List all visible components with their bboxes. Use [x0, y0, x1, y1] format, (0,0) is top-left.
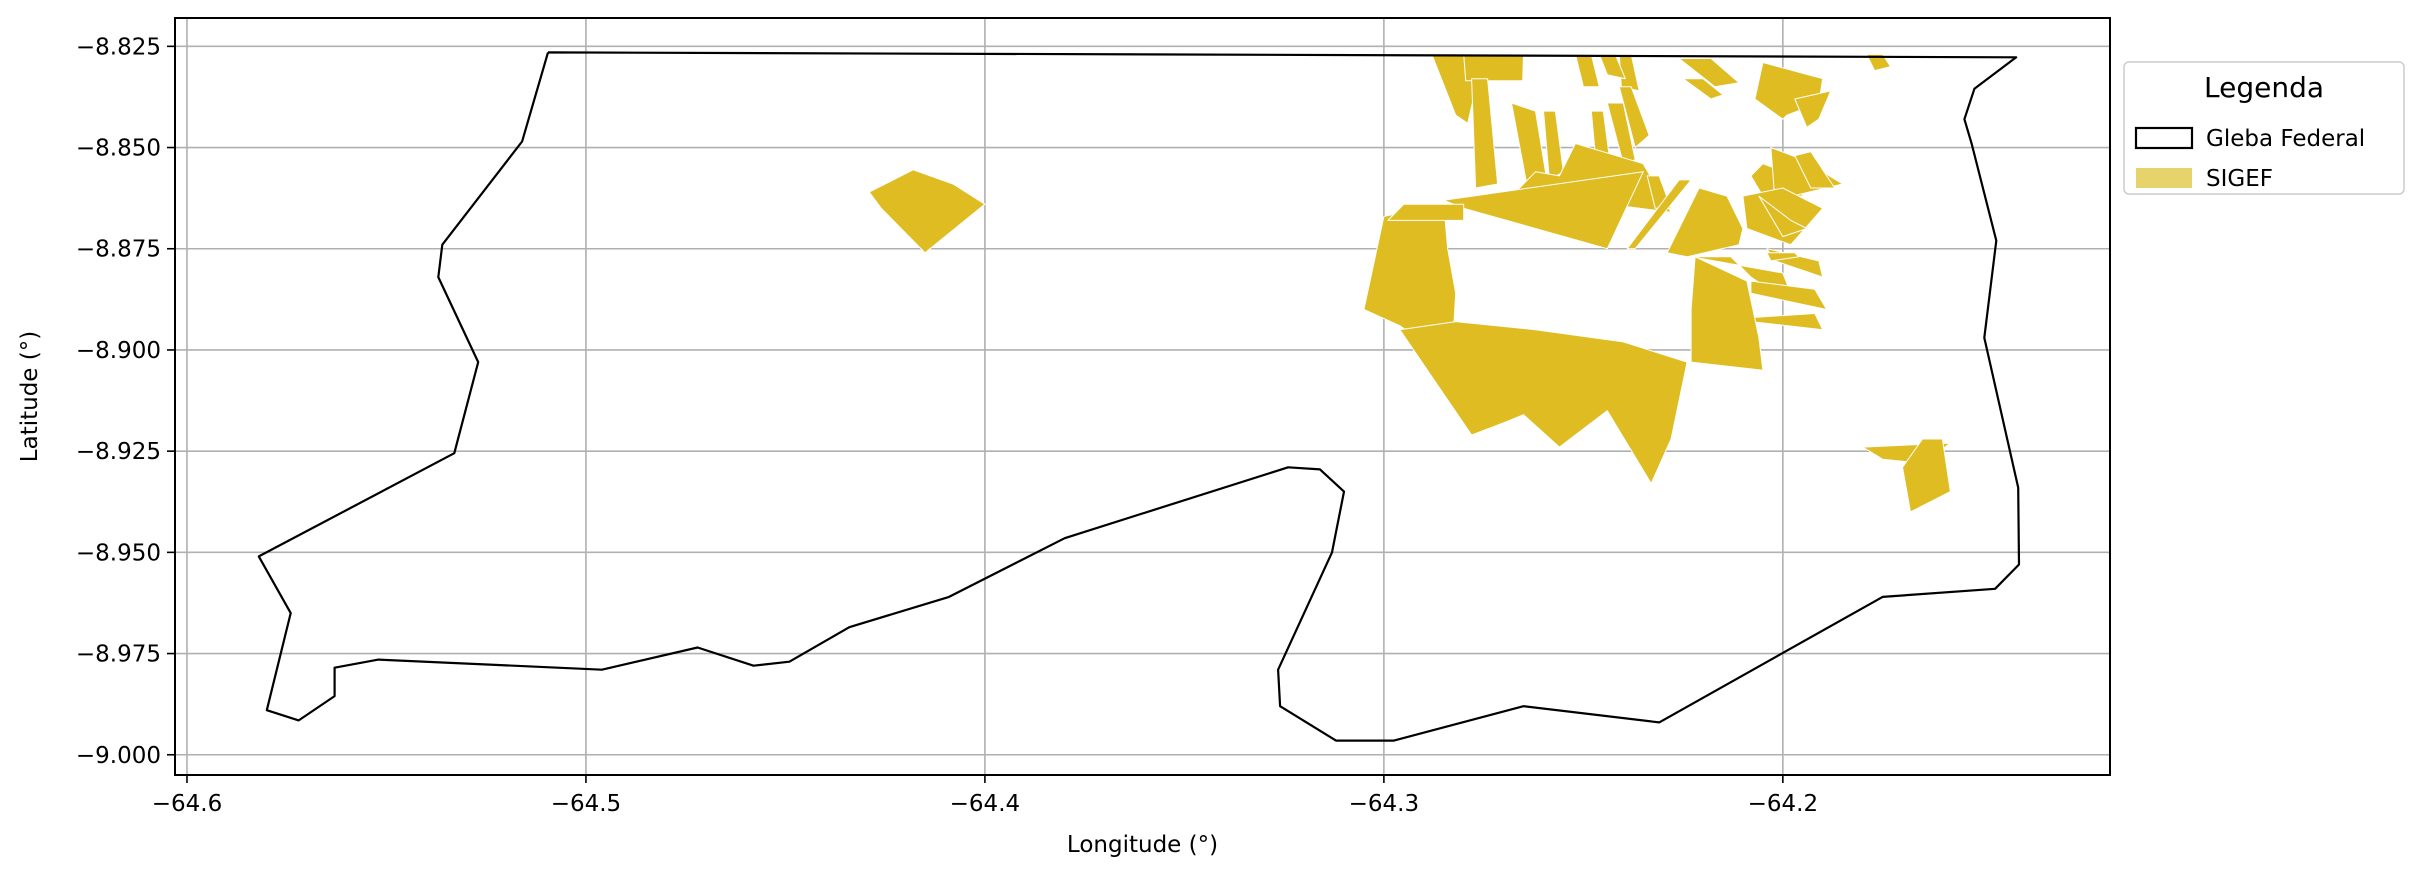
- x-tick-label: −64.6: [152, 791, 222, 817]
- legend-swatch-gleba-federal: [2134, 126, 2194, 150]
- sigef-parcel: [1471, 78, 1499, 189]
- legend-box: [2123, 61, 2405, 195]
- y-tick-label: −9.000: [76, 743, 161, 769]
- legend: Legenda Gleba Federal SIGEF: [2123, 61, 2405, 195]
- sigef-parcel: [1866, 53, 1892, 72]
- sigef-parcel: [1690, 256, 1764, 371]
- legend-title: Legenda: [2204, 71, 2324, 104]
- sigef-parcel: [1598, 53, 1626, 80]
- sigef-parcel: [1606, 102, 1636, 165]
- sigef-parcel: [1766, 252, 1800, 262]
- sigef-parcel: [1750, 280, 1828, 310]
- y-axis-title: Latitude (°): [17, 331, 43, 462]
- sigef-parcel: [1618, 86, 1650, 148]
- x-axis-title: Longitude (°): [1067, 832, 1218, 858]
- x-axis-ticks: −64.6 −64.5 −64.4 −64.3 −64.2: [152, 775, 1818, 817]
- sigef-parcel: [1794, 90, 1832, 128]
- sigef-parcel: [1678, 58, 1740, 88]
- x-tick-label: −64.4: [950, 791, 1020, 817]
- y-tick-label: −8.900: [76, 338, 161, 364]
- sigef-parcel: [1626, 179, 1692, 250]
- y-tick-label: −8.925: [76, 439, 161, 465]
- y-tick-label: −8.875: [76, 237, 161, 263]
- plot-frame: [174, 17, 2111, 776]
- sigef-parcel: [1758, 195, 1808, 238]
- sigef-parcel: [1902, 438, 1951, 513]
- legend-swatch-sigef: [2136, 168, 2192, 188]
- gridlines: [175, 18, 2110, 775]
- y-tick-label: −8.825: [76, 34, 161, 60]
- y-tick-label: −8.975: [76, 642, 161, 668]
- y-tick-label: −8.850: [76, 136, 161, 162]
- x-tick-label: −64.5: [551, 791, 621, 817]
- sigef-layer: [868, 53, 1951, 513]
- x-tick-label: −64.3: [1349, 791, 1419, 817]
- gleba-federal-layer: [257, 51, 2021, 742]
- gleba-federal-boundary: [257, 51, 2021, 742]
- sigef-parcel: [1463, 53, 1524, 82]
- y-axis-ticks: −8.825 −8.850 −8.875 −8.900 −8.925 −8.950 −8.9…: [76, 34, 175, 769]
- legend-label-sigef: SIGEF: [2206, 166, 2273, 192]
- sigef-parcel: [1574, 53, 1600, 88]
- sigef-parcel: [1794, 151, 1836, 189]
- legend-label-gleba-federal: Gleba Federal: [2206, 126, 2365, 152]
- sigef-parcel: [1399, 321, 1688, 484]
- x-tick-label: −64.2: [1748, 791, 1818, 817]
- sigef-parcel: [1387, 203, 1465, 221]
- sigef-parcel: [1666, 187, 1744, 258]
- y-tick-label: −8.950: [76, 540, 161, 566]
- sigef-parcel: [868, 169, 986, 254]
- sigef-parcel: [1682, 78, 1724, 100]
